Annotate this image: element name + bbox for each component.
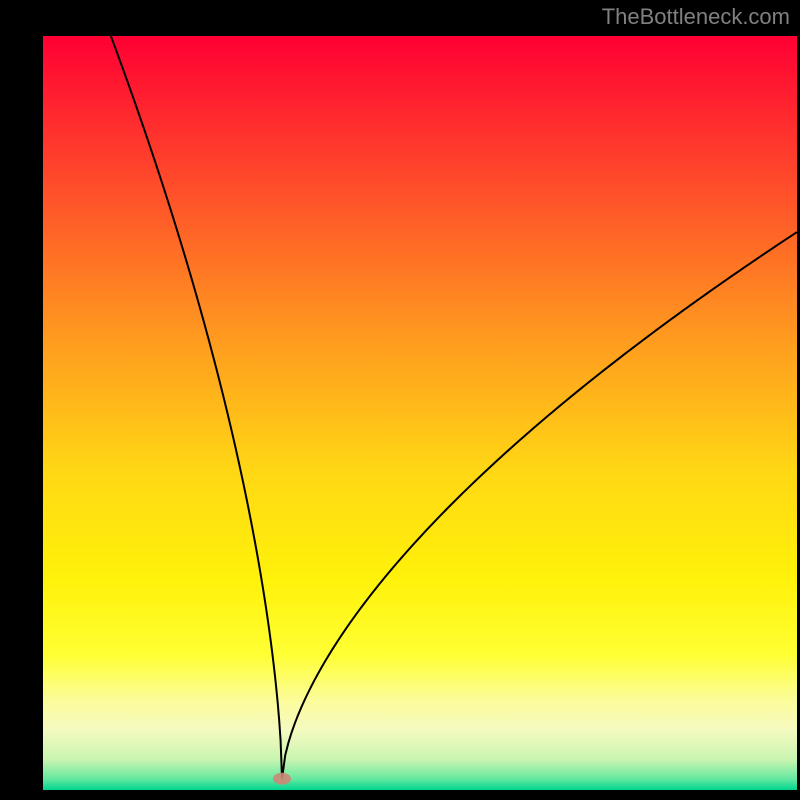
bottleneck-chart xyxy=(43,36,797,790)
gradient-background xyxy=(43,36,797,790)
optimum-marker xyxy=(273,773,291,785)
watermark-text: TheBottleneck.com xyxy=(602,4,790,30)
plot-container xyxy=(43,36,797,790)
